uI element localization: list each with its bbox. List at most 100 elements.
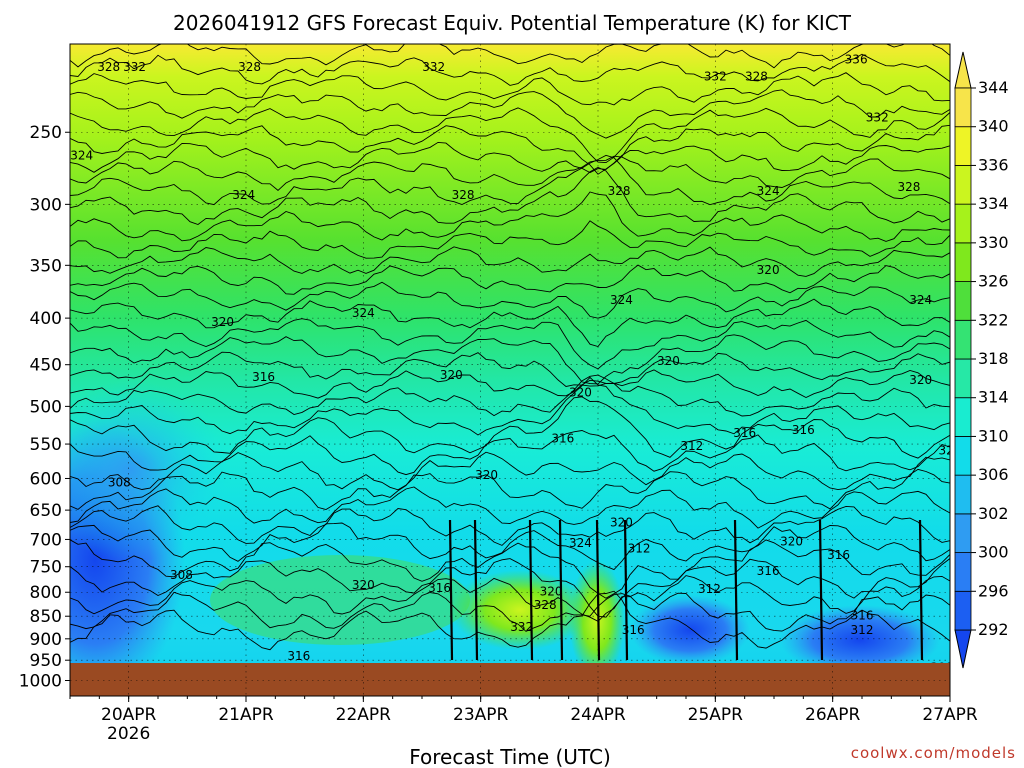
- contour-lines: [70, 44, 950, 661]
- colorbar-swatch: [954, 358, 972, 399]
- contour-line: [70, 430, 950, 476]
- contour-line: [70, 351, 950, 387]
- contour-line: [70, 522, 950, 571]
- contour-label: 332: [422, 60, 445, 74]
- contour-line: [70, 539, 950, 599]
- colorbar-label: 330: [978, 233, 1009, 252]
- contour-line: [70, 264, 950, 295]
- x-tick-sublabel: 2026: [107, 724, 150, 744]
- contour-label: 312: [680, 439, 703, 453]
- contour-label: 320: [569, 386, 592, 400]
- colorbar-arrow-high: [954, 51, 972, 89]
- colorbar-swatch: [954, 590, 972, 631]
- colorbar-label: 310: [978, 426, 1009, 445]
- colorbar-swatch: [954, 513, 972, 553]
- contour-label: 324: [352, 306, 375, 320]
- y-tick-label: 800: [30, 583, 62, 603]
- contour-line: [70, 396, 950, 459]
- x-tick-label: 25APR: [688, 705, 744, 725]
- colorbar-label: 300: [978, 543, 1009, 562]
- credit-text[interactable]: coolwx.com/models: [851, 744, 1016, 762]
- contour-line: [70, 220, 950, 259]
- y-tick-label: 500: [30, 397, 62, 417]
- contour-label: 320: [780, 535, 803, 549]
- contour-label: 328: [238, 60, 261, 74]
- colorbar-label: 292: [978, 620, 1009, 639]
- contour-line: [70, 53, 950, 86]
- y-tick-label: 450: [30, 356, 62, 376]
- contour-line: [70, 155, 950, 191]
- x-tick-label: 27APR: [922, 705, 978, 725]
- colorbar-swatch: [954, 552, 972, 592]
- contour-label: 328: [452, 188, 475, 202]
- colorbar-swatch: [954, 203, 972, 244]
- contour-label: 332: [704, 69, 727, 83]
- y-tick-label: 650: [30, 501, 62, 521]
- ground-mask: [70, 663, 950, 696]
- contour-line: [70, 505, 950, 546]
- colorbar-swatch: [954, 126, 972, 166]
- contour-line: [70, 369, 950, 399]
- contour-label: 320: [540, 584, 563, 598]
- contour-line: [70, 246, 950, 277]
- contour-label: 320: [352, 578, 375, 592]
- contour-label: 320: [440, 368, 463, 382]
- colorbar-label: 318: [978, 349, 1009, 368]
- y-tick-label: 400: [30, 309, 62, 329]
- contour-label: 328: [608, 184, 631, 198]
- contour-label: 316: [252, 370, 275, 384]
- y-tick-label: 600: [30, 469, 62, 489]
- contour-label: 320: [657, 354, 680, 368]
- colorbar-label: 322: [978, 310, 1009, 329]
- contour-label: 328: [897, 180, 920, 194]
- colorbar-swatch: [954, 165, 972, 205]
- contour-label: 324: [909, 293, 932, 307]
- colorbar-swatch: [954, 242, 972, 282]
- y-tick-label: 750: [30, 558, 62, 578]
- contour-line: [70, 72, 950, 106]
- contour-line: [70, 318, 950, 370]
- contour-line: [70, 166, 950, 226]
- contour-line: [70, 374, 950, 417]
- contour-label: 332: [866, 111, 889, 125]
- contour-line: [70, 575, 950, 622]
- colorbar-label: 314: [978, 388, 1009, 407]
- contour-line: [70, 281, 950, 319]
- contour-label: 308: [170, 568, 193, 582]
- convective-contour: [918, 519, 924, 661]
- low-theta-region-east: [780, 605, 940, 675]
- contour-line: [70, 558, 950, 618]
- low-theta-region-mid: [630, 595, 750, 665]
- contour-line: [70, 591, 950, 632]
- contour-label: 312: [698, 582, 721, 596]
- contour-line: [70, 468, 950, 510]
- contour-line: [70, 191, 950, 242]
- x-tick-label: 24APR: [570, 705, 626, 725]
- colorbar-swatch: [954, 319, 972, 360]
- y-tick-label: 350: [30, 256, 62, 276]
- x-tick-label: 21APR: [218, 705, 274, 725]
- contour-label: 312: [851, 623, 874, 637]
- contour-label: 324: [232, 188, 255, 202]
- contour-label: 316: [551, 431, 574, 445]
- contour-label: 316: [792, 423, 815, 437]
- contour-label: 320: [211, 315, 234, 329]
- y-tick-label: 300: [30, 195, 62, 215]
- contour-line: [70, 154, 950, 206]
- colorbar-label: 336: [978, 155, 1009, 174]
- colorbar-swatch: [954, 87, 972, 128]
- convective-contour: [623, 519, 629, 661]
- x-tick-label: 26APR: [805, 705, 861, 725]
- colorbar-swatch: [954, 397, 972, 437]
- contour-label: 316: [428, 581, 451, 595]
- contour-label: 328: [745, 69, 768, 83]
- contour-label: 328: [97, 60, 120, 74]
- contour-line: [70, 44, 950, 69]
- colorbar-label: 340: [978, 117, 1009, 136]
- contour-line: [70, 334, 950, 385]
- contour-label: 324: [70, 148, 93, 162]
- contour-line: [70, 451, 950, 491]
- colorbar-label: 326: [978, 272, 1009, 291]
